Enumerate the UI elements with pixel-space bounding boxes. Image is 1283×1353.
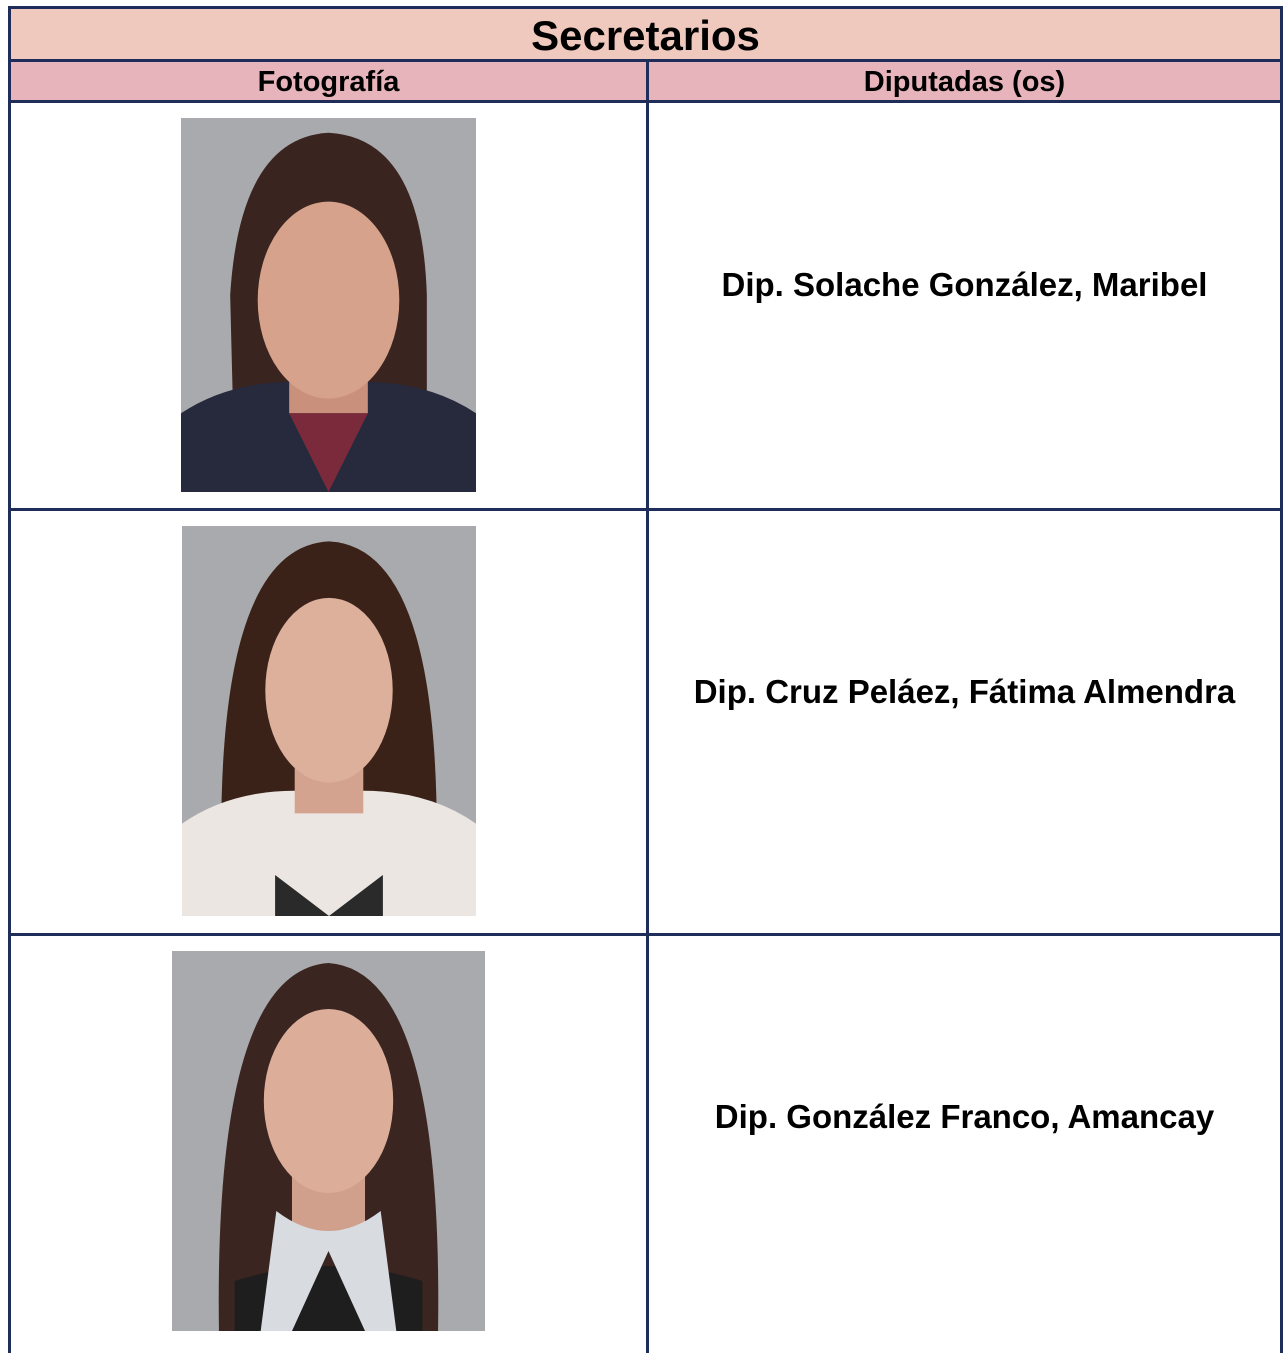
column-header: Diputadas (os) <box>646 59 1283 103</box>
photo <box>181 118 476 492</box>
deputy-name: Dip. Solache González, Maribel <box>721 266 1208 303</box>
table-cell <box>646 100 1283 511</box>
table-title: Secretarios <box>8 6 1283 62</box>
table-cell <box>646 508 1283 936</box>
table-cell <box>646 933 1283 1353</box>
photo <box>172 951 485 1331</box>
deputy-name: Dip. Cruz Peláez, Fátima Almendra <box>693 673 1236 710</box>
photo <box>182 526 476 916</box>
deputy-name: Dip. González Franco, Amancay <box>714 1098 1215 1135</box>
column-header: Fotografía <box>8 59 649 103</box>
